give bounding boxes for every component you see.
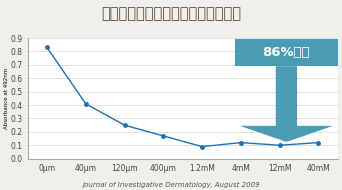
Polygon shape [240, 66, 333, 142]
Y-axis label: Absorbance at 492nm: Absorbance at 492nm [4, 68, 9, 129]
Text: 86%抑制: 86%抑制 [263, 46, 310, 59]
Text: Journal of Investigative Dermatology, August 2009: Journal of Investigative Dermatology, Au… [82, 182, 260, 188]
FancyBboxPatch shape [235, 39, 338, 66]
Text: ルミキシルのチロシナーゼ抑制効果: ルミキシルのチロシナーゼ抑制効果 [101, 6, 241, 21]
